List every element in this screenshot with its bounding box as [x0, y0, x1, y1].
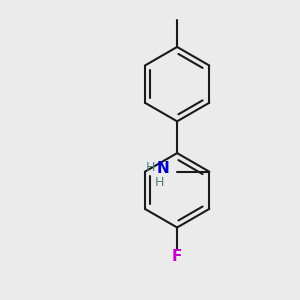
Text: H: H: [146, 160, 155, 173]
Text: F: F: [172, 249, 182, 264]
Text: H: H: [155, 176, 164, 189]
Text: N: N: [157, 161, 169, 176]
